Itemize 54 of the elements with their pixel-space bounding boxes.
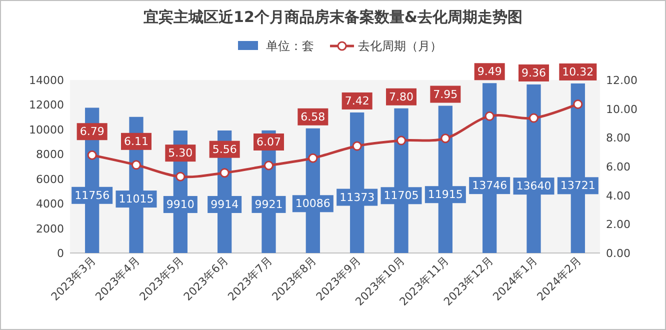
data-label: 6.11 [124,134,148,148]
y2-tick-label: 8.00 [606,132,630,145]
point [529,113,538,123]
data-label: 9.36 [522,66,546,80]
data-label: 9.49 [477,65,502,78]
y-tick-label: 14000 [29,74,64,87]
y-tick-label: 12000 [29,98,64,112]
point [176,172,186,182]
legend-label: 单位：套 [266,39,314,53]
y2-tick-label: 6.00 [606,160,630,174]
data-label: 11373 [340,190,375,204]
point [264,160,274,170]
data-label: 13640 [516,180,552,193]
chart-title: 宜宾主城区近12个月商品房末备案数量&去化周期走势图 [144,8,522,26]
data-label: 7.95 [433,88,458,101]
point [573,99,583,109]
data-label: 10086 [295,197,330,210]
y-tick-label: 4000 [36,198,64,211]
point [352,141,362,151]
data-label: 11015 [118,192,154,206]
y-tick-label: 8000 [36,148,64,162]
point [396,136,406,146]
data-label: 13721 [560,179,596,192]
data-label: 13746 [472,179,508,192]
data-label: 11756 [74,188,110,202]
data-label: 11705 [384,189,419,202]
y2-tick-label: 2.00 [606,218,630,232]
data-label: 6.58 [300,110,326,124]
legend-label: 去化周期（月） [358,39,442,53]
data-label: 5.56 [212,142,237,156]
data-label: 9921 [254,198,283,211]
data-label: 10.32 [562,65,594,78]
point [220,168,230,178]
data-label: 5.30 [168,146,193,160]
data-label: 7.42 [344,94,370,108]
point [484,111,494,121]
y-tick-label: 2000 [36,222,64,236]
y2-tick-label: 0.00 [606,247,630,260]
data-label: 6.07 [256,135,281,148]
data-label: 7.80 [389,90,414,104]
y2-tick-label: 10.00 [606,102,638,116]
y-tick-label: 6000 [36,172,64,186]
point [132,160,141,170]
y2-tick-label: 12.00 [606,74,638,87]
point [87,150,97,160]
data-label: 11915 [428,188,463,202]
y2-tick-label: 4.00 [606,189,630,202]
data-label: 9910 [166,198,194,212]
point [440,134,450,144]
point [308,153,318,163]
y-tick-label: 10000 [29,123,64,136]
data-label: 9914 [210,198,239,211]
y-tick-label: 0 [57,247,64,260]
data-label: 6.79 [80,125,104,138]
